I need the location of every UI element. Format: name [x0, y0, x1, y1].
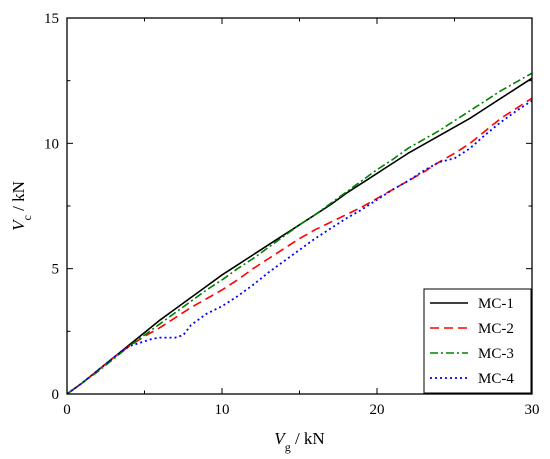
legend-label-mc-2: MC-2: [478, 321, 514, 337]
x-axis-subscript: g: [285, 440, 291, 454]
series-line-mc-1: [66, 77, 533, 395]
y-axis-title: Vc / kN: [9, 181, 34, 231]
x-tick-label: 30: [525, 402, 540, 418]
series-line-mc-2: [66, 97, 533, 395]
x-axis-symbol: V: [274, 429, 287, 448]
x-tick-label: 20: [370, 402, 385, 418]
y-axis-subscript: c: [20, 215, 34, 220]
legend-label-mc-3: MC-3: [478, 346, 514, 362]
legend: MC-1 MC-2 MC-3 MC-4: [423, 288, 532, 394]
x-axis-unit: / kN: [291, 429, 325, 448]
series-line-mc-3: [66, 72, 533, 395]
legend-label-mc-4: MC-4: [478, 371, 514, 387]
x-tick-label: 10: [215, 402, 230, 418]
y-tick-label: 0: [52, 387, 60, 403]
y-tick-label: 5: [52, 262, 60, 278]
y-axis-symbol: V: [9, 218, 28, 231]
x-axis-title: Vg / kN: [274, 429, 324, 454]
y-tick-label: 15: [44, 11, 59, 27]
series-layer: [66, 72, 533, 395]
y-axis-unit: / kN: [9, 181, 28, 215]
legend-items: MC-1 MC-2 MC-3 MC-4: [430, 296, 514, 387]
x-tick-label: 0: [63, 402, 71, 418]
legend-label-mc-1: MC-1: [478, 296, 514, 312]
y-tick-label: 10: [44, 136, 59, 152]
legend-box: [423, 288, 532, 394]
tick-labels-layer: 0 10 20 30 0 5 10 15: [44, 11, 540, 418]
